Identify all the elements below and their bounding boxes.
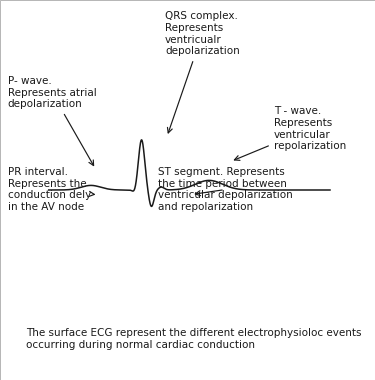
Text: P- wave.
Represents atrial
depolarization: P- wave. Represents atrial depolarizatio…	[8, 76, 96, 166]
Text: PR interval.
Represents the
conduction dely
in the AV node: PR interval. Represents the conduction d…	[8, 167, 94, 212]
Text: T - wave.
Represents
ventricular
repolarization: T - wave. Represents ventricular repolar…	[234, 106, 346, 160]
Text: ST segment. Represents
the time period between
ventricular depolarization
and re: ST segment. Represents the time period b…	[158, 167, 292, 212]
Text: QRS complex.
Represents
ventricualr
depolarization: QRS complex. Represents ventricualr depo…	[165, 11, 240, 133]
Text: The surface ECG represent the different electrophysioloc events
occurring during: The surface ECG represent the different …	[26, 328, 362, 350]
